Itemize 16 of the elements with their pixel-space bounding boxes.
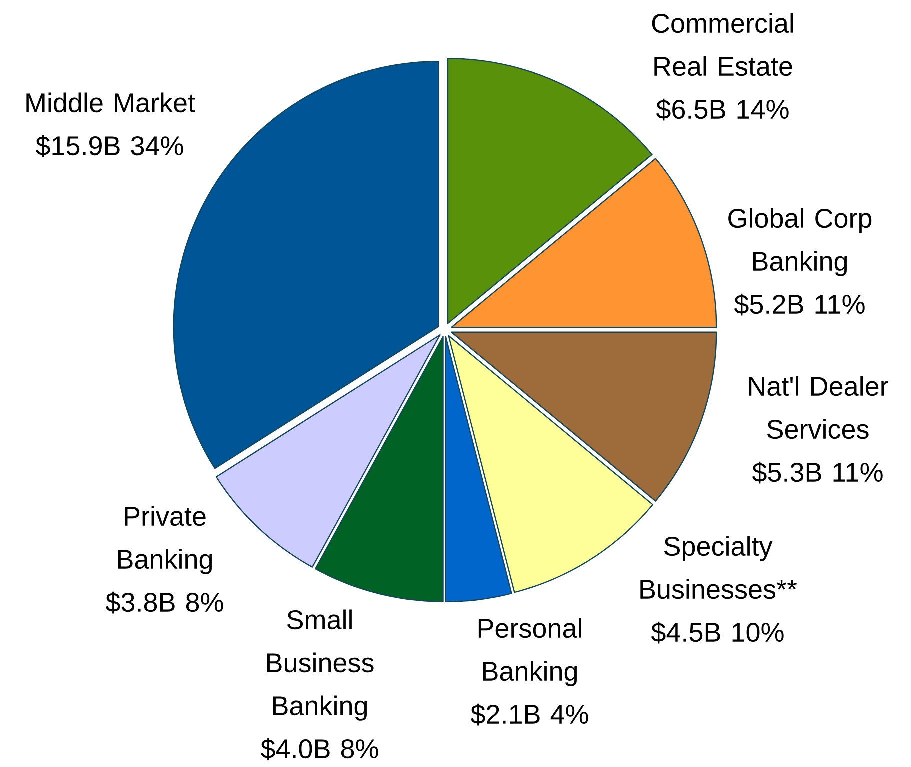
slice-label: Nat'l Dealer Services [749, 376, 888, 440]
slice-label: Global Corp Banking [728, 208, 872, 276]
slice-label: Private Banking [118, 506, 212, 574]
slice-label: Small Business Banking [267, 610, 374, 721]
slice-label: Specialty Businesses** [640, 536, 798, 600]
data-label: $4.5B 10% [651, 622, 784, 644]
slice-label: Personal Banking [478, 618, 582, 686]
data-label: $5.2B 11% [734, 294, 865, 316]
data-label: $15.9B 34% [36, 135, 184, 158]
data-label: $4.0B 8% [260, 738, 378, 760]
slice-label: Middle Market [26, 92, 196, 113]
data-label: $3.8B 8% [106, 592, 224, 614]
data-label: $5.3B 11% [752, 462, 883, 484]
data-label: $6.5B 14% [656, 98, 789, 121]
data-label: $2.1B 4% [470, 704, 588, 726]
slice-label: Commercial Real Estate [652, 13, 794, 76]
